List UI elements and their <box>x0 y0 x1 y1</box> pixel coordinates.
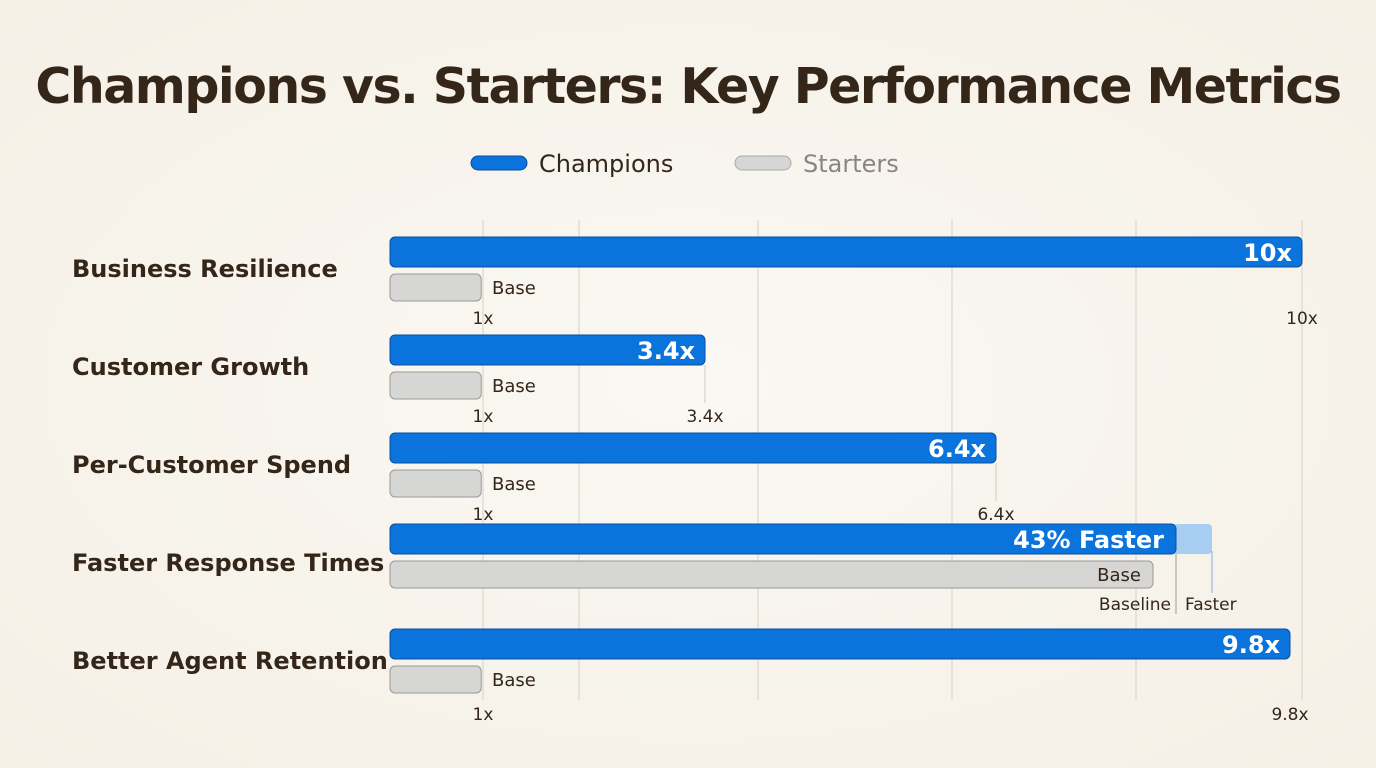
champions-bar <box>389 628 1291 660</box>
starters-bar <box>389 469 482 498</box>
starters-data-label: Base <box>492 474 536 495</box>
tick-label: 1x <box>473 505 494 525</box>
tick-label: 10x <box>1286 309 1318 329</box>
champions-data-label: 10x <box>1243 239 1292 267</box>
champions-data-label: 6.4x <box>928 435 987 463</box>
tick-label: 3.4x <box>686 407 723 427</box>
champions-bar <box>389 523 1177 555</box>
starters-data-label: Base <box>492 278 536 299</box>
chart-title: Champions vs. Starters: Key Performance … <box>35 58 1342 115</box>
starters-bar <box>389 665 482 694</box>
tick-label: 9.8x <box>1271 705 1308 725</box>
category-label: Customer Growth <box>72 353 309 381</box>
category-label: Per-Customer Spend <box>72 451 351 479</box>
legend-swatch-champions <box>470 155 528 171</box>
category-label: Faster Response Times <box>72 549 384 577</box>
champions-bar <box>389 334 706 366</box>
champions-bar <box>389 432 997 464</box>
category-label: Better Agent Retention <box>72 647 388 675</box>
legend-swatch-starters <box>734 155 792 171</box>
category-label: Business Resilience <box>72 255 338 283</box>
tick-label: Faster <box>1185 595 1237 615</box>
starters-bar <box>389 371 482 400</box>
champions-data-label: 3.4x <box>637 337 696 365</box>
starters-bar <box>389 273 482 302</box>
champions-data-label: 9.8x <box>1222 631 1281 659</box>
legend-label-starters: Starters <box>803 150 899 178</box>
tick-label: 1x <box>473 705 494 725</box>
legend-label-champions: Champions <box>539 150 673 178</box>
tick-label: 6.4x <box>977 505 1014 525</box>
champions-bar <box>389 236 1303 268</box>
champions-data-label: 43% Faster <box>1013 526 1164 554</box>
starters-data-label: Base <box>492 376 536 397</box>
starters-data-label: Base <box>1097 565 1141 586</box>
starters-bar <box>389 560 1154 589</box>
starters-data-label: Base <box>492 670 536 691</box>
tick-label: 1x <box>473 309 494 329</box>
tick-label: Baseline <box>1099 595 1171 615</box>
tick-label: 1x <box>473 407 494 427</box>
